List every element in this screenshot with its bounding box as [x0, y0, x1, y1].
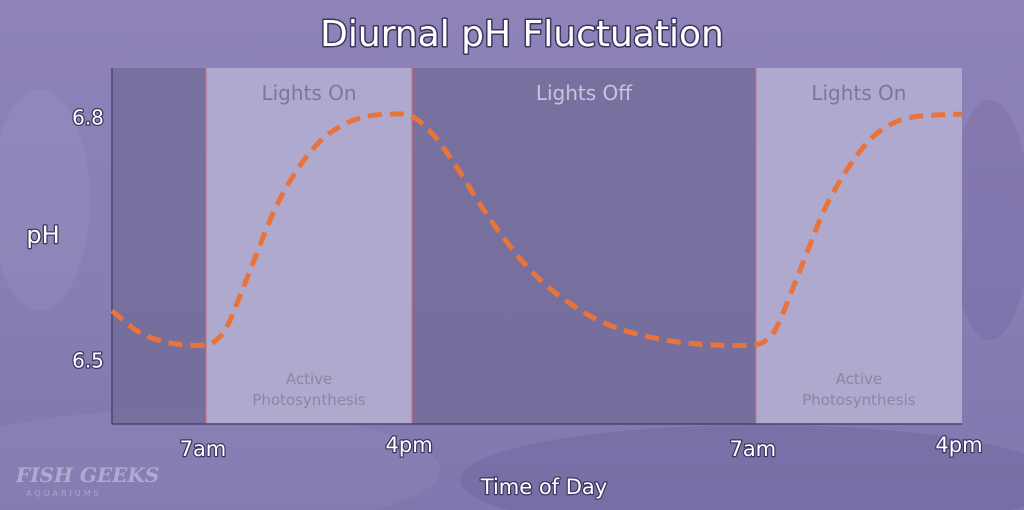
- x-tick-label-3: 4pm: [935, 433, 982, 457]
- logo-name: FISH GEEKS: [15, 463, 159, 487]
- x-axis-label: Time of Day: [480, 475, 607, 499]
- band-off-2: [412, 68, 756, 424]
- x-tick-label-2: 7am: [729, 437, 776, 461]
- chart-title: Diurnal pH Fluctuation: [320, 14, 724, 55]
- brand-logo: FISH GEEKS AQUARIUMS: [15, 463, 159, 498]
- x-tick-label-1: 4pm: [386, 433, 433, 457]
- band-note-1: Active Photosynthesis: [252, 370, 366, 409]
- band-label-2: Lights Off: [536, 81, 633, 105]
- background-decoration: [0, 90, 1024, 510]
- tick-labels: 6.8 6.5 7am 4pm 7am 4pm: [71, 104, 984, 462]
- x-tick-label-0: 7am: [180, 437, 227, 461]
- y-tick-label-1: 6.5: [72, 348, 104, 372]
- y-axis-label: pH: [26, 221, 59, 249]
- ph-curve: [110, 111, 963, 349]
- band-off-0: [112, 68, 206, 424]
- band-label-1: Lights On: [261, 81, 356, 105]
- y-tick-label-0: 6.8: [72, 106, 104, 130]
- band-label-3: Lights On: [811, 81, 906, 105]
- band-on-1: [205, 68, 413, 424]
- ph-series-line: [110, 111, 963, 349]
- band-note-3: Active Photosynthesis: [802, 370, 916, 409]
- band-on-3: [755, 68, 962, 424]
- axes: [111, 68, 962, 425]
- lighting-bands: Lights On Active Photosynthesis Lights Off L…: [112, 68, 962, 424]
- logo-sub: AQUARIUMS: [26, 489, 102, 498]
